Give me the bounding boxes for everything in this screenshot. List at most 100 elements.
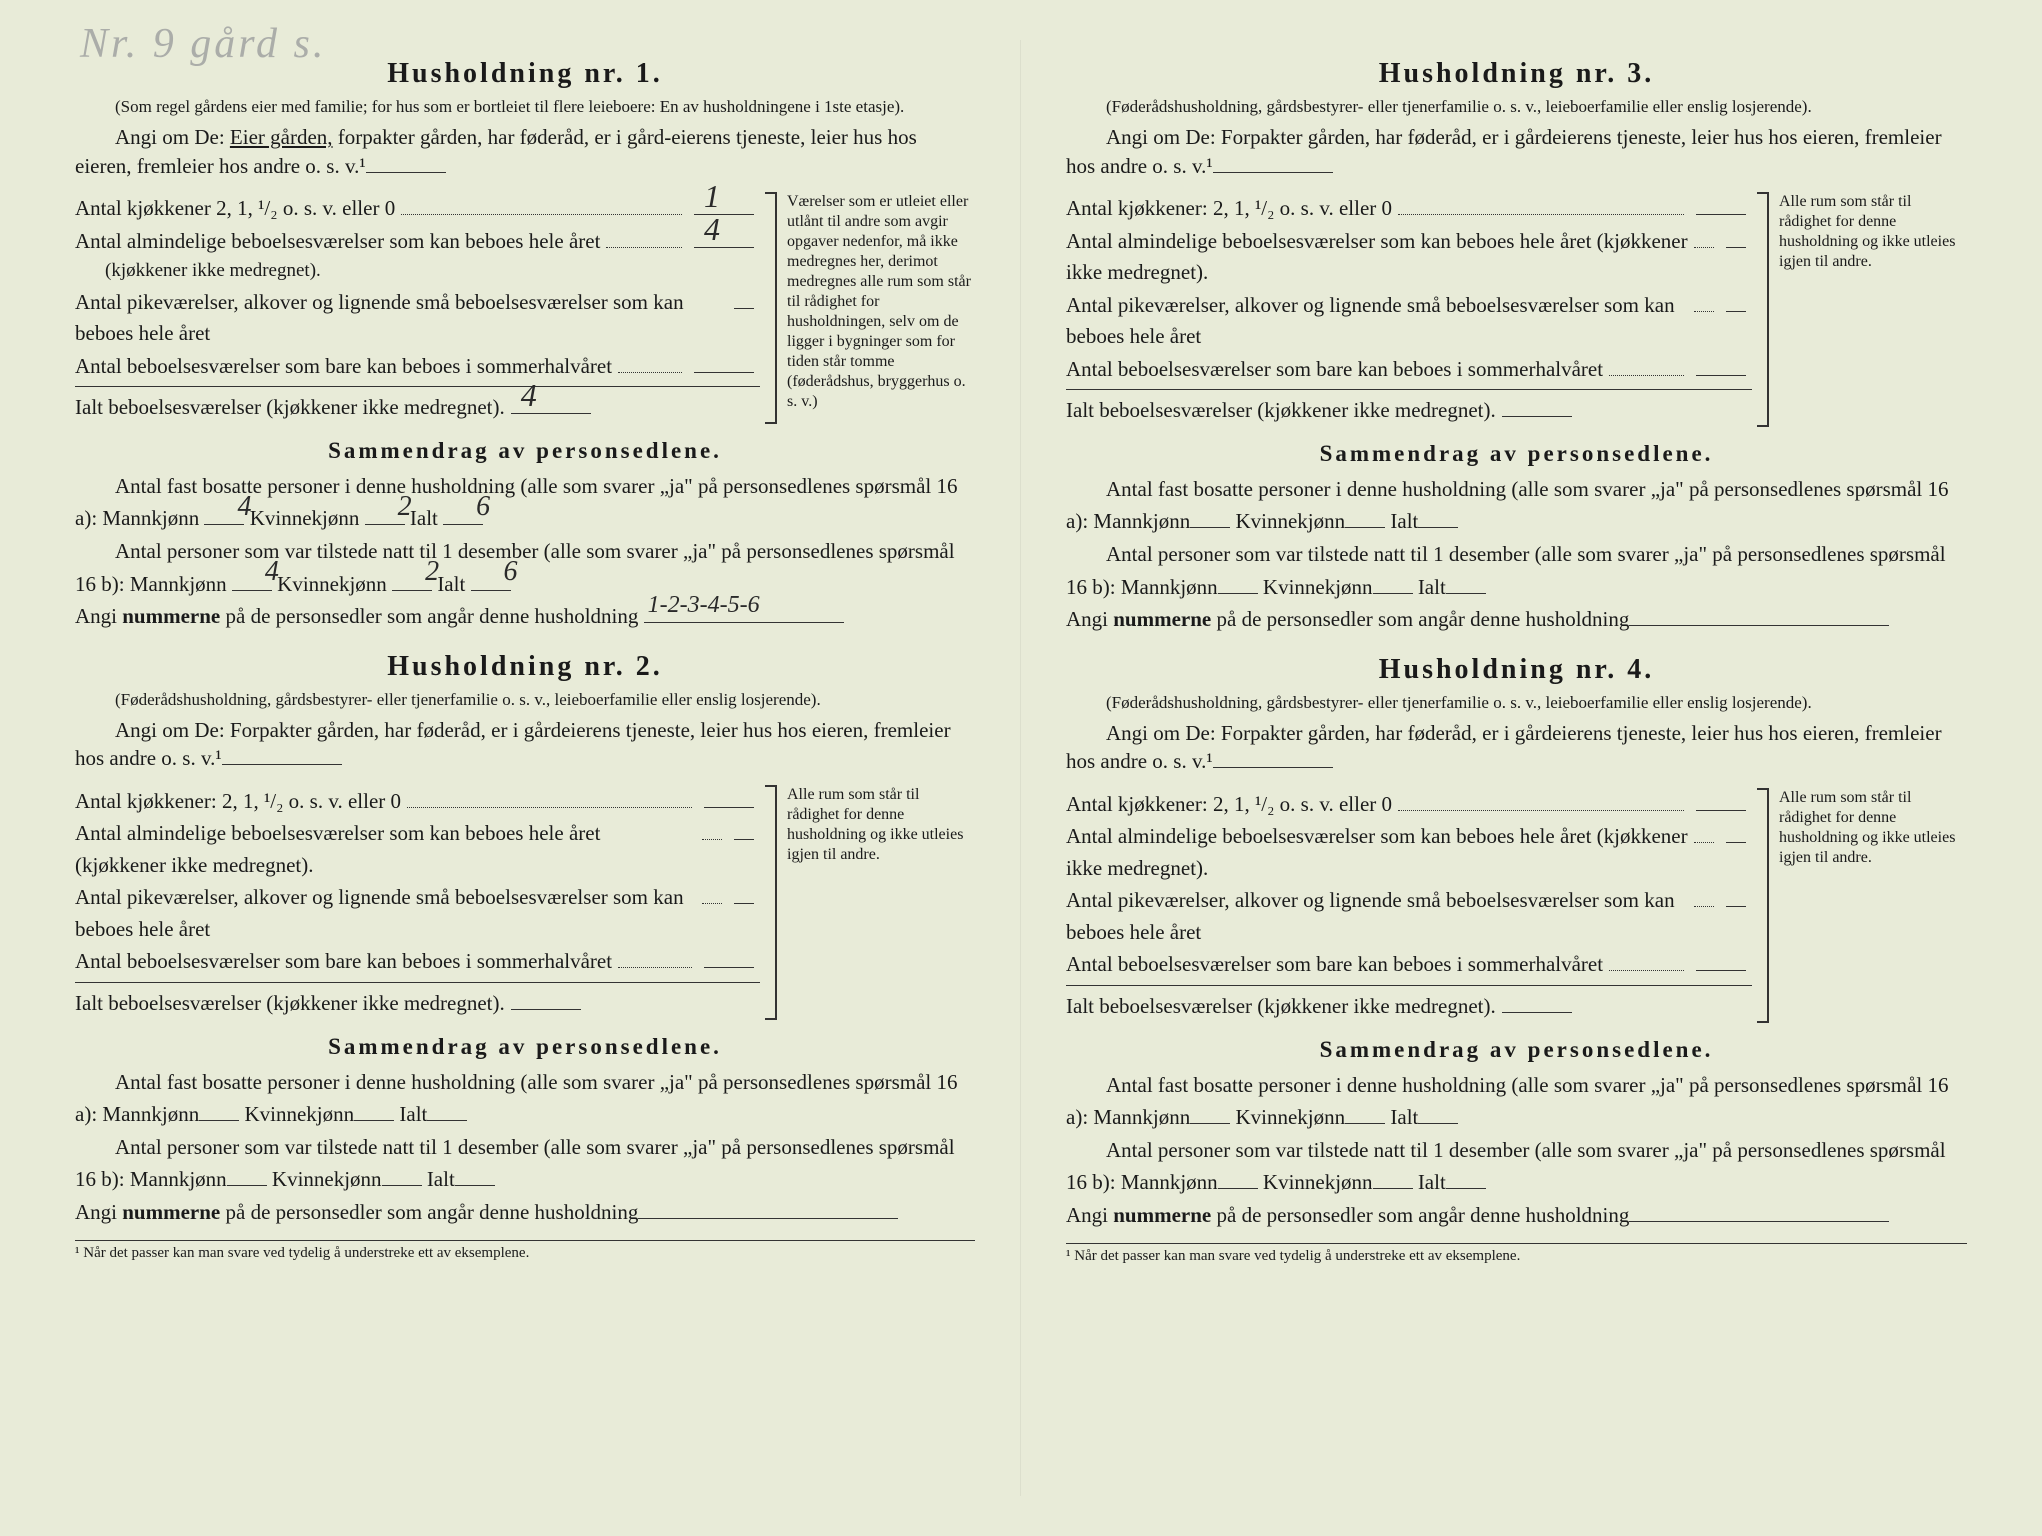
total-2: Ialt beboelsesværelser (kjøkkener ikke m… — [75, 988, 505, 1020]
angi-underlined: Eier gården, — [230, 125, 333, 149]
nummerne-bold: nummerne — [122, 604, 220, 628]
rooms-sublabel: (kjøkkener ikke medregnet). — [75, 257, 321, 286]
total-row: Ialt beboelsesværelser (kjøkkener ikke m… — [75, 386, 760, 424]
summer-row: Antal beboelsesværelser som bare kan beb… — [75, 350, 760, 383]
household-4-subtitle: (Føderådshusholdning, gårdsbestyrer- ell… — [1066, 692, 1967, 713]
sidenote-3: Alle rum som står til rådighet for denne… — [1767, 192, 1967, 427]
rooms-4: Antal almindelige beboelsesværelser som … — [1066, 821, 1688, 884]
ia-3a: Ialt — [1390, 509, 1418, 533]
ialt-a: 6 — [436, 485, 490, 528]
sidenote-2: Alle rum som står til rådighet for denne… — [775, 785, 975, 1020]
kvinne-a: 2 — [358, 485, 412, 528]
footnote-right: ¹ Når det passer kan man svare ved tydel… — [1066, 1243, 1967, 1265]
household-1-form: Antal kjøkkener 2, 1, ¹/₂ o. s. v. eller… — [75, 192, 975, 424]
kv-2a: Kvinnekjønn — [244, 1102, 354, 1126]
kv-2b: Kvinnekjønn — [272, 1167, 382, 1191]
left-page: Nr. 9 gård s. Husholdning nr. 1. (Som re… — [30, 40, 1021, 1496]
household-4-title: Husholdning nr. 4. — [1066, 654, 1967, 686]
fast-4: Antal fast bosatte personer i denne hush… — [1066, 1073, 1949, 1130]
angi-2: Angi om De: Forpakter gården, har føderå… — [75, 718, 951, 770]
kitchens-3: Antal kjøkkener: 2, 1, ¹/₂ o. s. v. elle… — [1066, 193, 1392, 225]
sidenote-1: Værelser som er utleiet eller utlånt til… — [775, 192, 975, 424]
ialt-label-b: Ialt — [437, 572, 465, 596]
household-1: Husholdning nr. 1. (Som regel gårdens ei… — [75, 58, 975, 633]
rooms-label: Antal almindelige beboelsesværelser som … — [75, 226, 600, 258]
kitchens-row: Antal kjøkkener 2, 1, ¹/₂ o. s. v. eller… — [75, 192, 760, 225]
sammendrag-3-body: Antal fast bosatte personer i denne hush… — [1066, 473, 1967, 636]
mann-a: 4 — [197, 485, 251, 528]
kvinne-label-b: Kvinnekjønn — [277, 572, 387, 596]
household-2-angi: Angi om De: Forpakter gården, har føderå… — [75, 716, 975, 773]
sammendrag-2-body: Antal fast bosatte personer i denne hush… — [75, 1066, 975, 1229]
kv-4a: Kvinnekjønn — [1235, 1105, 1345, 1129]
sammendrag-4-body: Antal fast bosatte personer i denne hush… — [1066, 1069, 1967, 1232]
rooms-2: Antal almindelige beboelsesværelser som … — [75, 818, 696, 881]
handwritten-annotation: Nr. 9 gård s. — [80, 20, 326, 68]
pike-row: Antal pikeværelser, alkover og lignende … — [75, 286, 760, 350]
ia-4b: Ialt — [1418, 1170, 1446, 1194]
num-3-bold: nummerne — [1113, 607, 1211, 631]
sammendrag-1-body: Antal fast bosatte personer i denne hush… — [75, 470, 975, 633]
sammendrag-4-title: Sammendrag av personsedlene. — [1066, 1037, 1967, 1063]
household-2-title: Husholdning nr. 2. — [75, 651, 975, 683]
household-4: Husholdning nr. 4. (Føderådshusholdning,… — [1066, 654, 1967, 1232]
household-3-form: Antal kjøkkener: 2, 1, ¹/₂ o. s. v. elle… — [1066, 192, 1967, 427]
num-2-bold: nummerne — [122, 1200, 220, 1224]
kv-3b: Kvinnekjønn — [1263, 575, 1373, 599]
angi-3: Angi om De: Forpakter gården, har føderå… — [1066, 125, 1942, 177]
ia-2a: Ialt — [399, 1102, 427, 1126]
til-3: Antal personer som var tilstede natt til… — [1066, 542, 1946, 599]
pike-3: Antal pikeværelser, alkover og lignende … — [1066, 290, 1688, 353]
footnote-left: ¹ Når det passer kan man svare ved tydel… — [75, 1240, 975, 1262]
kitchens-2: Antal kjøkkener: 2, 1, ¹/₂ o. s. v. elle… — [75, 786, 401, 818]
rooms-value: 4 — [704, 205, 720, 253]
household-3-title: Husholdning nr. 3. — [1066, 58, 1967, 90]
household-2-subtitle: (Føderådshusholdning, gårdsbestyrer- ell… — [75, 689, 975, 710]
kv-4b: Kvinnekjønn — [1263, 1170, 1373, 1194]
household-1-angi: Angi om De: Eier gården, forpakter gårde… — [75, 123, 975, 180]
ia-4a: Ialt — [1390, 1105, 1418, 1129]
total-label: Ialt beboelsesværelser (kjøkkener ikke m… — [75, 392, 505, 424]
total-4: Ialt beboelsesværelser (kjøkkener ikke m… — [1066, 991, 1496, 1023]
fast-3: Antal fast bosatte personer i denne hush… — [1066, 477, 1949, 534]
summer-4: Antal beboelsesværelser som bare kan beb… — [1066, 949, 1603, 981]
household-1-subtitle: (Som regel gårdens eier med familie; for… — [75, 96, 975, 117]
pike-4: Antal pikeværelser, alkover og lignende … — [1066, 885, 1688, 948]
household-4-form: Antal kjøkkener: 2, 1, ¹/₂ o. s. v. elle… — [1066, 788, 1967, 1023]
ia-2b: Ialt — [427, 1167, 455, 1191]
pike-label: Antal pikeværelser, alkover og lignende … — [75, 287, 728, 350]
angi-4: Angi om De: Forpakter gården, har føderå… — [1066, 721, 1942, 773]
kv-3a: Kvinnekjønn — [1235, 509, 1345, 533]
household-3-subtitle: (Føderådshusholdning, gårdsbestyrer- ell… — [1066, 96, 1967, 117]
total-3: Ialt beboelsesværelser (kjøkkener ikke m… — [1066, 395, 1496, 427]
pike-2: Antal pikeværelser, alkover og lignende … — [75, 882, 696, 945]
kitchens-label: Antal kjøkkener 2, 1, ¹/₂ o. s. v. eller… — [75, 193, 395, 225]
sammendrag-1-title: Sammendrag av personsedlene. — [75, 438, 975, 464]
household-2-form: Antal kjøkkener: 2, 1, ¹/₂ o. s. v. elle… — [75, 785, 975, 1020]
rooms-row: Antal almindelige beboelsesværelser som … — [75, 225, 760, 258]
kitchens-4: Antal kjøkkener: 2, 1, ¹/₂ o. s. v. elle… — [1066, 789, 1392, 821]
summer-3: Antal beboelsesværelser som bare kan beb… — [1066, 354, 1603, 386]
summer-2: Antal beboelsesværelser som bare kan beb… — [75, 946, 612, 978]
fast-2: Antal fast bosatte personer i denne hush… — [75, 1070, 958, 1127]
num-4-bold: nummerne — [1113, 1203, 1211, 1227]
ia-3b: Ialt — [1418, 575, 1446, 599]
ialt-b: 6 — [464, 550, 518, 593]
sammendrag-2-title: Sammendrag av personsedlene. — [75, 1034, 975, 1060]
household-3-angi: Angi om De: Forpakter gården, har føderå… — [1066, 123, 1967, 180]
angi-prefix: Angi om De: — [115, 125, 230, 149]
mann-b: 4 — [225, 550, 279, 593]
total-value: 4 — [521, 371, 537, 419]
sammendrag-3-title: Sammendrag av personsedlene. — [1066, 441, 1967, 467]
kvinne-b: 2 — [385, 550, 439, 593]
ialt-label: Ialt — [410, 506, 438, 530]
nummer-value: 1-2-3-4-5-6 — [648, 587, 760, 624]
rooms-3: Antal almindelige beboelsesværelser som … — [1066, 226, 1688, 289]
household-2: Husholdning nr. 2. (Føderådshusholdning,… — [75, 651, 975, 1229]
til-2: Antal personer som var tilstede natt til… — [75, 1135, 955, 1192]
til-4: Antal personer som var tilstede natt til… — [1066, 1138, 1946, 1195]
household-3: Husholdning nr. 3. (Føderådshusholdning,… — [1066, 58, 1967, 636]
kvinne-label: Kvinnekjønn — [250, 506, 360, 530]
household-4-angi: Angi om De: Forpakter gården, har føderå… — [1066, 719, 1967, 776]
sidenote-4: Alle rum som står til rådighet for denne… — [1767, 788, 1967, 1023]
